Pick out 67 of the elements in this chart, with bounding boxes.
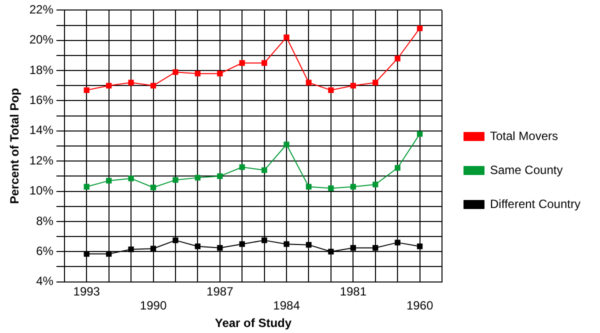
legend-label: Different Country	[490, 196, 580, 211]
x-tick-label: 1990	[140, 298, 167, 313]
y-tick-label: 4%	[36, 274, 54, 288]
point	[306, 80, 312, 86]
y-tick-label: 22%	[29, 2, 54, 17]
point	[372, 245, 378, 251]
point	[217, 173, 223, 180]
y-tick-label: 10%	[29, 184, 54, 198]
point	[261, 237, 268, 244]
point	[394, 240, 400, 246]
y-tick-label: 6%	[36, 244, 54, 258]
point	[372, 182, 378, 188]
point	[350, 245, 356, 251]
point	[394, 56, 400, 62]
point	[84, 87, 90, 93]
x-tick-label: 1960	[406, 298, 434, 313]
point	[217, 70, 223, 76]
x-tick-label: 1984	[273, 298, 300, 313]
point	[172, 69, 178, 75]
point	[394, 165, 400, 171]
point	[328, 185, 334, 192]
point	[128, 246, 134, 252]
point	[284, 34, 290, 40]
point	[328, 87, 334, 93]
point	[150, 246, 156, 252]
point	[328, 248, 334, 254]
point	[150, 184, 156, 190]
point	[128, 80, 134, 86]
point	[106, 178, 112, 184]
point	[150, 82, 156, 88]
legend-label: Same County	[490, 162, 563, 177]
y-axis-title: Percent of Total Pop	[8, 88, 22, 204]
x-axis-title: Year of Study	[214, 316, 292, 330]
point	[284, 142, 290, 148]
point	[261, 167, 268, 173]
point	[239, 164, 245, 170]
x-tick-label: 1993	[73, 284, 100, 298]
y-tick-label: 14%	[29, 123, 54, 138]
y-tick-label: 16%	[29, 93, 54, 108]
point	[106, 82, 112, 88]
point	[416, 131, 423, 137]
point	[261, 60, 268, 66]
point	[194, 70, 201, 76]
point	[128, 176, 134, 182]
x-tick-label: 1981	[340, 284, 367, 298]
point	[416, 244, 423, 250]
point	[194, 244, 201, 250]
point	[172, 177, 178, 183]
y-tick-label: 12%	[29, 153, 54, 168]
point	[284, 241, 290, 247]
point	[217, 245, 223, 251]
point	[84, 184, 90, 190]
point	[416, 25, 423, 32]
point	[194, 174, 201, 181]
point	[306, 184, 312, 190]
point	[239, 241, 245, 247]
y-tick-label: 18%	[29, 62, 54, 77]
point	[372, 80, 378, 86]
point	[350, 184, 356, 190]
point	[239, 60, 245, 66]
point	[306, 242, 312, 248]
y-tick-label: 8%	[36, 214, 54, 228]
y-tick-label: 20%	[29, 32, 54, 47]
point	[172, 237, 178, 244]
point	[350, 82, 356, 88]
x-tick-label: 1987	[206, 284, 234, 298]
legend-label: Total Movers	[490, 128, 558, 143]
